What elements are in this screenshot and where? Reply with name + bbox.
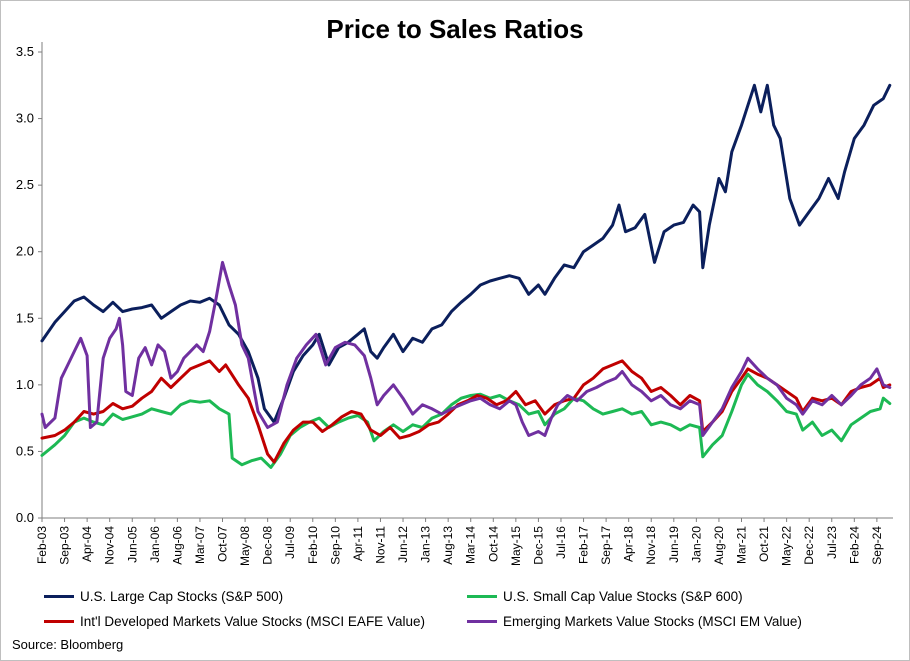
x-tick-label: Nov-18: [644, 526, 658, 565]
x-tick-label: Oct-07: [216, 526, 230, 562]
legend-item-sp500: U.S. Large Cap Stocks (S&P 500): [44, 589, 283, 604]
x-tick-label: Dec-15: [531, 526, 545, 565]
x-tick-label: Oct-14: [486, 526, 500, 562]
x-tick-label: Oct-21: [757, 526, 771, 562]
x-tick-label: Jul-09: [283, 526, 297, 559]
axes: 0.0 0.5 1.0 1.5 2.0 2.5 3.0 3.5 Feb-03 Sep-03 Apr-…: [16, 42, 893, 566]
legend-swatch-sp600: [467, 595, 497, 598]
legend-swatch-sp500: [44, 595, 74, 598]
x-tick-label: Feb-24: [847, 526, 861, 564]
legend-swatch-em-value: [467, 620, 497, 623]
y-tick-label: 3.0: [16, 111, 34, 126]
y-tick-label: 3.5: [16, 44, 34, 59]
y-tick-label: 2.0: [16, 244, 34, 259]
legend-label-sp600: U.S. Small Cap Value Stocks (S&P 600): [503, 589, 743, 604]
x-tick-label: Feb-10: [306, 526, 320, 564]
x-tick-label: Dec-22: [802, 526, 816, 565]
x-tick-label: Dec-08: [261, 526, 275, 565]
x-tick-label: Sep-03: [58, 526, 72, 565]
series-line-0: [40, 83, 892, 424]
x-tick-label: Sep-24: [870, 526, 884, 565]
x-tick-label: Jul-23: [825, 526, 839, 559]
x-tick-label: Jan-20: [689, 526, 703, 563]
x-tick-label: Jun-12: [396, 526, 410, 563]
legend-item-sp600: U.S. Small Cap Value Stocks (S&P 600): [467, 589, 743, 604]
x-tick-label: Apr-11: [351, 526, 365, 561]
chart-title: Price to Sales Ratios: [326, 14, 584, 44]
x-tick-label: Nov-11: [373, 526, 387, 564]
x-tick-label: Apr-04: [80, 526, 94, 562]
y-tick-label: 1.5: [16, 310, 34, 325]
x-tick-label: Mar-07: [193, 526, 207, 564]
x-tick-label: Feb-17: [577, 526, 591, 564]
x-tick-label: Mar-21: [734, 526, 748, 564]
series-lines: [40, 83, 892, 469]
x-tick-label: Apr-18: [622, 526, 636, 562]
x-tick-label: May-15: [509, 526, 523, 566]
x-tick-label: Nov-04: [103, 526, 117, 565]
source-note: Source: Bloomberg: [12, 637, 124, 652]
x-tick-label: Mar-14: [464, 526, 478, 564]
x-tick-label: Sep-17: [599, 526, 613, 565]
x-tick-label: Aug-13: [441, 526, 455, 565]
x-tick-label: Aug-20: [712, 526, 726, 565]
legend-item-em-value: Emerging Markets Value Stocks (MSCI EM V…: [467, 614, 802, 629]
x-tick-label: May-08: [238, 526, 252, 566]
series-line-1: [40, 372, 892, 469]
x-tick-label: Jan-13: [419, 526, 433, 563]
y-tick-label: 0.5: [16, 443, 34, 458]
legend-label-sp500: U.S. Large Cap Stocks (S&P 500): [80, 589, 284, 604]
x-tick-label: Sep-10: [328, 526, 342, 565]
x-tick-label: Jan-06: [148, 526, 162, 563]
legend-label-em-value: Emerging Markets Value Stocks (MSCI EM V…: [503, 614, 802, 629]
x-tick-label: Jun-19: [667, 526, 681, 563]
x-tick-label: Jul-16: [554, 526, 568, 559]
x-tick-label: May-22: [780, 526, 794, 566]
series-line-2: [40, 359, 892, 464]
legend-label-eafe-value: Int'l Developed Markets Value Stocks (MS…: [80, 614, 425, 629]
legend-swatch-eafe-value: [44, 620, 74, 623]
x-tick-label: Feb-03: [35, 526, 49, 564]
x-tick-label: Aug-06: [170, 526, 184, 565]
series-line-3: [40, 260, 892, 437]
legend-item-eafe-value: Int'l Developed Markets Value Stocks (MS…: [44, 614, 425, 629]
y-tick-label: 2.5: [16, 177, 34, 192]
y-tick-label: 0.0: [16, 510, 34, 525]
x-tick-label: Jun-05: [125, 526, 139, 563]
y-tick-label: 1.0: [16, 377, 34, 392]
